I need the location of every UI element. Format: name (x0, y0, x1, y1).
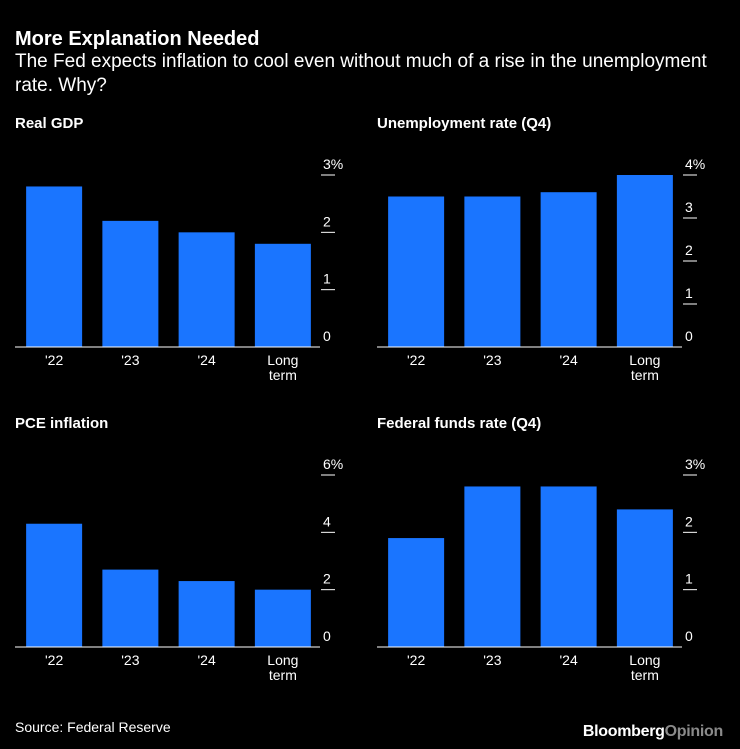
page-subtitle: The Fed expects inflation to cool even w… (15, 51, 707, 96)
page-title: More Explanation Needed (15, 28, 260, 50)
x-tick-label: term (269, 367, 297, 383)
y-tick-label: 1 (685, 285, 693, 301)
y-tick-label: 2 (323, 213, 331, 229)
x-tick-label: Long (629, 352, 660, 368)
y-tick-label: 2 (685, 513, 693, 529)
y-tick-label: 0 (685, 328, 693, 344)
x-tick-label: '22 (407, 352, 425, 368)
bloomberg-opinion-logo: BloombergOpinion (583, 724, 723, 740)
chart-panel-pce-inflation: PCE inflation 0 2 4 6% '22 '23 '24 Long term (15, 415, 355, 683)
bar (26, 523, 83, 647)
x-tick-label: '23 (121, 352, 139, 368)
bar (540, 192, 597, 347)
y-tick-label: 0 (323, 328, 331, 344)
x-tick-label: Long (267, 652, 298, 668)
x-tick-label: '22 (45, 352, 63, 368)
x-tick-label: '23 (483, 652, 501, 668)
y-tick-label: 4% (685, 156, 705, 172)
chart-panel-unemployment: Unemployment rate (Q4) 0 1 2 3 4% '22 '23 '24 Lo… (377, 115, 717, 383)
chart-title: Real GDP (15, 115, 84, 132)
bar (388, 538, 445, 647)
bar (178, 232, 235, 347)
y-tick-label: 6% (323, 456, 343, 472)
x-tick-label: '24 (560, 652, 578, 668)
bar (102, 569, 159, 647)
chart-title: PCE inflation (15, 415, 109, 432)
x-tick-label: '24 (198, 352, 216, 368)
chart-panel-fed-funds: Federal funds rate (Q4) 0 1 2 3% '22 '23 '24 Lo… (377, 415, 717, 683)
source-note: Source: Federal Reserve (15, 719, 171, 735)
bar (254, 243, 311, 347)
y-tick-label: 2 (685, 242, 693, 258)
x-tick-label: term (631, 667, 659, 683)
bar (102, 220, 159, 347)
y-tick-label: 4 (323, 513, 331, 529)
y-tick-label: 0 (323, 628, 331, 644)
x-tick-label: Long (267, 352, 298, 368)
bar (540, 486, 597, 647)
bar (388, 196, 445, 347)
bar (178, 581, 235, 647)
x-tick-label: Long (629, 652, 660, 668)
brand-sub: Opinion (664, 723, 724, 740)
bar (464, 486, 521, 647)
y-tick-label: 1 (323, 271, 331, 287)
x-tick-label: term (631, 367, 659, 383)
bar (464, 196, 521, 347)
y-tick-label: 1 (685, 571, 693, 587)
bar (26, 186, 83, 347)
x-tick-label: '24 (198, 652, 216, 668)
chart-panel-real-gdp: Real GDP 0 1 2 3% '22 '23 '24 Long term (15, 115, 355, 383)
chart-title: Federal funds rate (Q4) (377, 415, 542, 432)
bar (616, 175, 673, 347)
x-tick-label: '23 (483, 352, 501, 368)
x-tick-label: '24 (560, 352, 578, 368)
y-tick-label: 3% (323, 156, 343, 172)
y-tick-label: 2 (323, 571, 331, 587)
x-tick-label: '22 (45, 652, 63, 668)
chart-title: Unemployment rate (Q4) (377, 115, 552, 132)
x-tick-label: '22 (407, 652, 425, 668)
bar (616, 509, 673, 647)
bar (254, 589, 311, 647)
y-tick-label: 3 (685, 199, 693, 215)
brand-main: Bloomberg (582, 723, 665, 740)
y-tick-label: 0 (685, 628, 693, 644)
x-tick-label: term (269, 667, 297, 683)
y-tick-label: 3% (685, 456, 705, 472)
x-tick-label: '23 (121, 652, 139, 668)
